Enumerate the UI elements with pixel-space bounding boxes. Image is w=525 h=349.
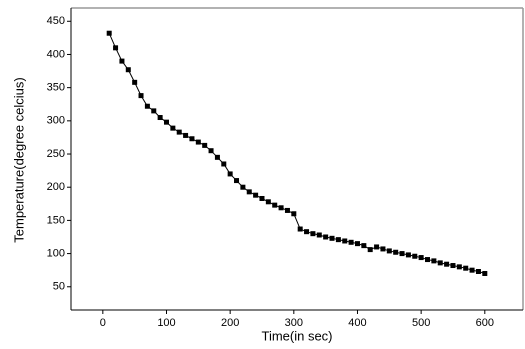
data-point: [335, 237, 341, 243]
data-point: [278, 205, 284, 211]
data-point: [151, 108, 157, 114]
data-point: [380, 246, 386, 252]
data-point: [157, 115, 163, 121]
data-point: [265, 199, 271, 205]
data-point: [399, 251, 405, 257]
data-point: [437, 260, 443, 266]
data-point: [469, 267, 475, 273]
data-point: [444, 261, 450, 267]
data-point: [125, 67, 131, 73]
data-point: [354, 241, 360, 247]
data-point: [132, 79, 138, 85]
data-point: [297, 226, 303, 232]
data-point: [119, 58, 125, 64]
data-point: [138, 93, 144, 99]
y-tick-label: 300: [47, 115, 65, 127]
y-tick-label: 150: [47, 214, 65, 226]
data-point: [106, 30, 112, 36]
x-tick-label: 200: [221, 317, 239, 329]
x-tick-label: 100: [157, 317, 175, 329]
y-tick-label: 250: [47, 148, 65, 160]
data-point: [234, 178, 240, 184]
data-point: [425, 257, 431, 263]
data-point: [202, 142, 208, 148]
data-point: [189, 136, 195, 142]
x-tick-label: 400: [348, 317, 366, 329]
data-point: [463, 265, 469, 271]
data-point: [456, 264, 462, 270]
x-tick-label: 0: [100, 317, 106, 329]
y-tick-label: 50: [53, 281, 65, 293]
data-point: [144, 103, 150, 109]
data-point: [240, 184, 246, 190]
data-point: [450, 263, 456, 269]
data-point: [323, 234, 329, 240]
data-point: [482, 270, 488, 276]
data-point: [304, 229, 310, 235]
data-line: [108, 33, 485, 274]
data-point: [221, 161, 227, 167]
data-point: [386, 248, 392, 254]
data-point: [361, 243, 367, 249]
data-point: [163, 119, 169, 125]
y-tick-label: 100: [47, 247, 65, 259]
data-point: [183, 132, 189, 138]
data-point: [227, 171, 233, 177]
data-point: [412, 253, 418, 259]
data-point: [272, 202, 278, 208]
y-axis-label: Temperature(degree celcius): [11, 77, 26, 242]
x-tick-label: 300: [285, 317, 303, 329]
data-point: [475, 269, 481, 275]
y-tick-label: 400: [47, 48, 65, 60]
data-point: [310, 231, 316, 237]
data-point: [393, 249, 399, 255]
data-point: [176, 129, 182, 135]
data-point: [348, 239, 354, 245]
data-point: [431, 258, 437, 264]
data-point: [208, 148, 214, 154]
data-point: [195, 139, 201, 145]
data-point: [316, 232, 322, 238]
data-point: [329, 235, 335, 241]
data-point: [246, 189, 252, 195]
y-tick-label: 200: [47, 181, 65, 193]
data-point: [284, 207, 290, 213]
data-point: [253, 192, 259, 198]
data-point: [259, 195, 265, 201]
x-tick-label: 600: [476, 317, 494, 329]
y-tick-label: 350: [47, 82, 65, 94]
data-point: [342, 238, 348, 244]
data-point: [374, 244, 380, 250]
data-point: [418, 255, 424, 261]
y-tick-label: 450: [47, 15, 65, 27]
data-point: [170, 125, 176, 131]
data-point: [113, 45, 119, 51]
data-point: [367, 247, 373, 253]
data-point: [291, 211, 297, 217]
x-tick-label: 500: [412, 317, 430, 329]
data-point: [214, 154, 220, 160]
data-point: [405, 252, 411, 258]
x-axis-label: Time(in sec): [261, 328, 332, 343]
